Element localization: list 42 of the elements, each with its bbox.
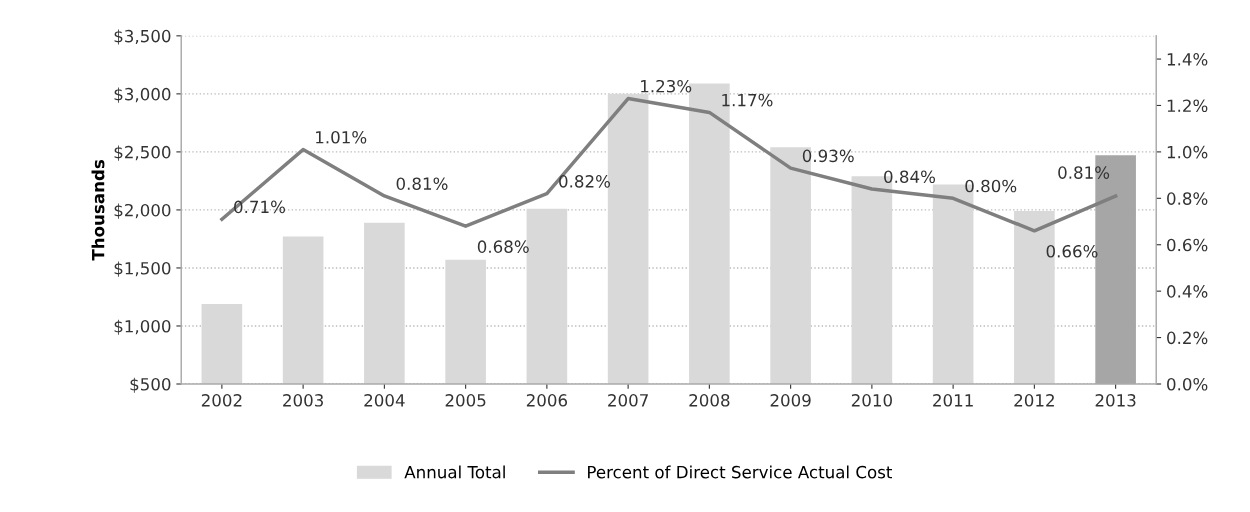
y2-tick-label: 0.8% [1167, 192, 1208, 205]
y-tick-label: $1,500 [114, 261, 171, 277]
y-tick-label: $3,000 [114, 87, 171, 103]
x-tick-label: 2003 [283, 394, 323, 407]
y2-tick-label: 0.0% [1167, 377, 1208, 391]
x-tick-label: 2006 [526, 394, 568, 407]
x-tick-label: 2010 [851, 394, 892, 407]
y2-tick-label: 1.2% [1167, 99, 1208, 113]
y-tick-label: $500 [130, 377, 171, 393]
data-label: 0.93% [802, 149, 854, 163]
y2-tick-label: 0.2% [1167, 331, 1208, 345]
data-label: 0.82% [559, 175, 611, 188]
x-tick-label: 2009 [770, 394, 811, 407]
y2-tick-label: 1.4% [1167, 53, 1208, 66]
y2-tick-label: 0.4% [1167, 285, 1208, 298]
x-tick-label: 2004 [364, 394, 405, 407]
data-label: 1.01% [316, 130, 367, 144]
data-label: 0.71% [234, 200, 286, 214]
x-tick-label: 2005 [445, 394, 486, 407]
x-tick-label: 2012 [1014, 394, 1054, 407]
y-tick-label: $3,500 [114, 29, 171, 45]
data-label: 1.17% [722, 93, 773, 107]
x-tick-label: 2011 [933, 394, 973, 407]
data-label: 0.84% [884, 170, 936, 184]
y2-tick-label: 0.6% [1167, 238, 1208, 252]
x-tick-label: 2008 [689, 394, 730, 407]
y2-tick-label: 1.0% [1167, 145, 1208, 159]
data-label: 0.81% [1058, 166, 1110, 179]
data-label: 0.66% [1046, 244, 1098, 258]
y-axis-title: Thousands [91, 159, 105, 261]
legend-label: Percent of Direct Service Actual Cost [588, 465, 893, 479]
y-tick-label: $2,500 [114, 145, 171, 161]
data-label: 0.80% [965, 179, 1017, 193]
x-tick-label: 2007 [608, 394, 648, 407]
y-tick-label: $2,000 [114, 203, 171, 219]
data-label: 1.23% [641, 79, 692, 93]
data-label: 0.68% [477, 240, 529, 253]
y-tick-label: $1,000 [114, 319, 171, 335]
x-tick-label: 2002 [201, 394, 242, 407]
data-label: 0.81% [396, 177, 448, 190]
x-tick-label: 2013 [1095, 394, 1136, 407]
legend-label: Annual Total [404, 465, 505, 479]
